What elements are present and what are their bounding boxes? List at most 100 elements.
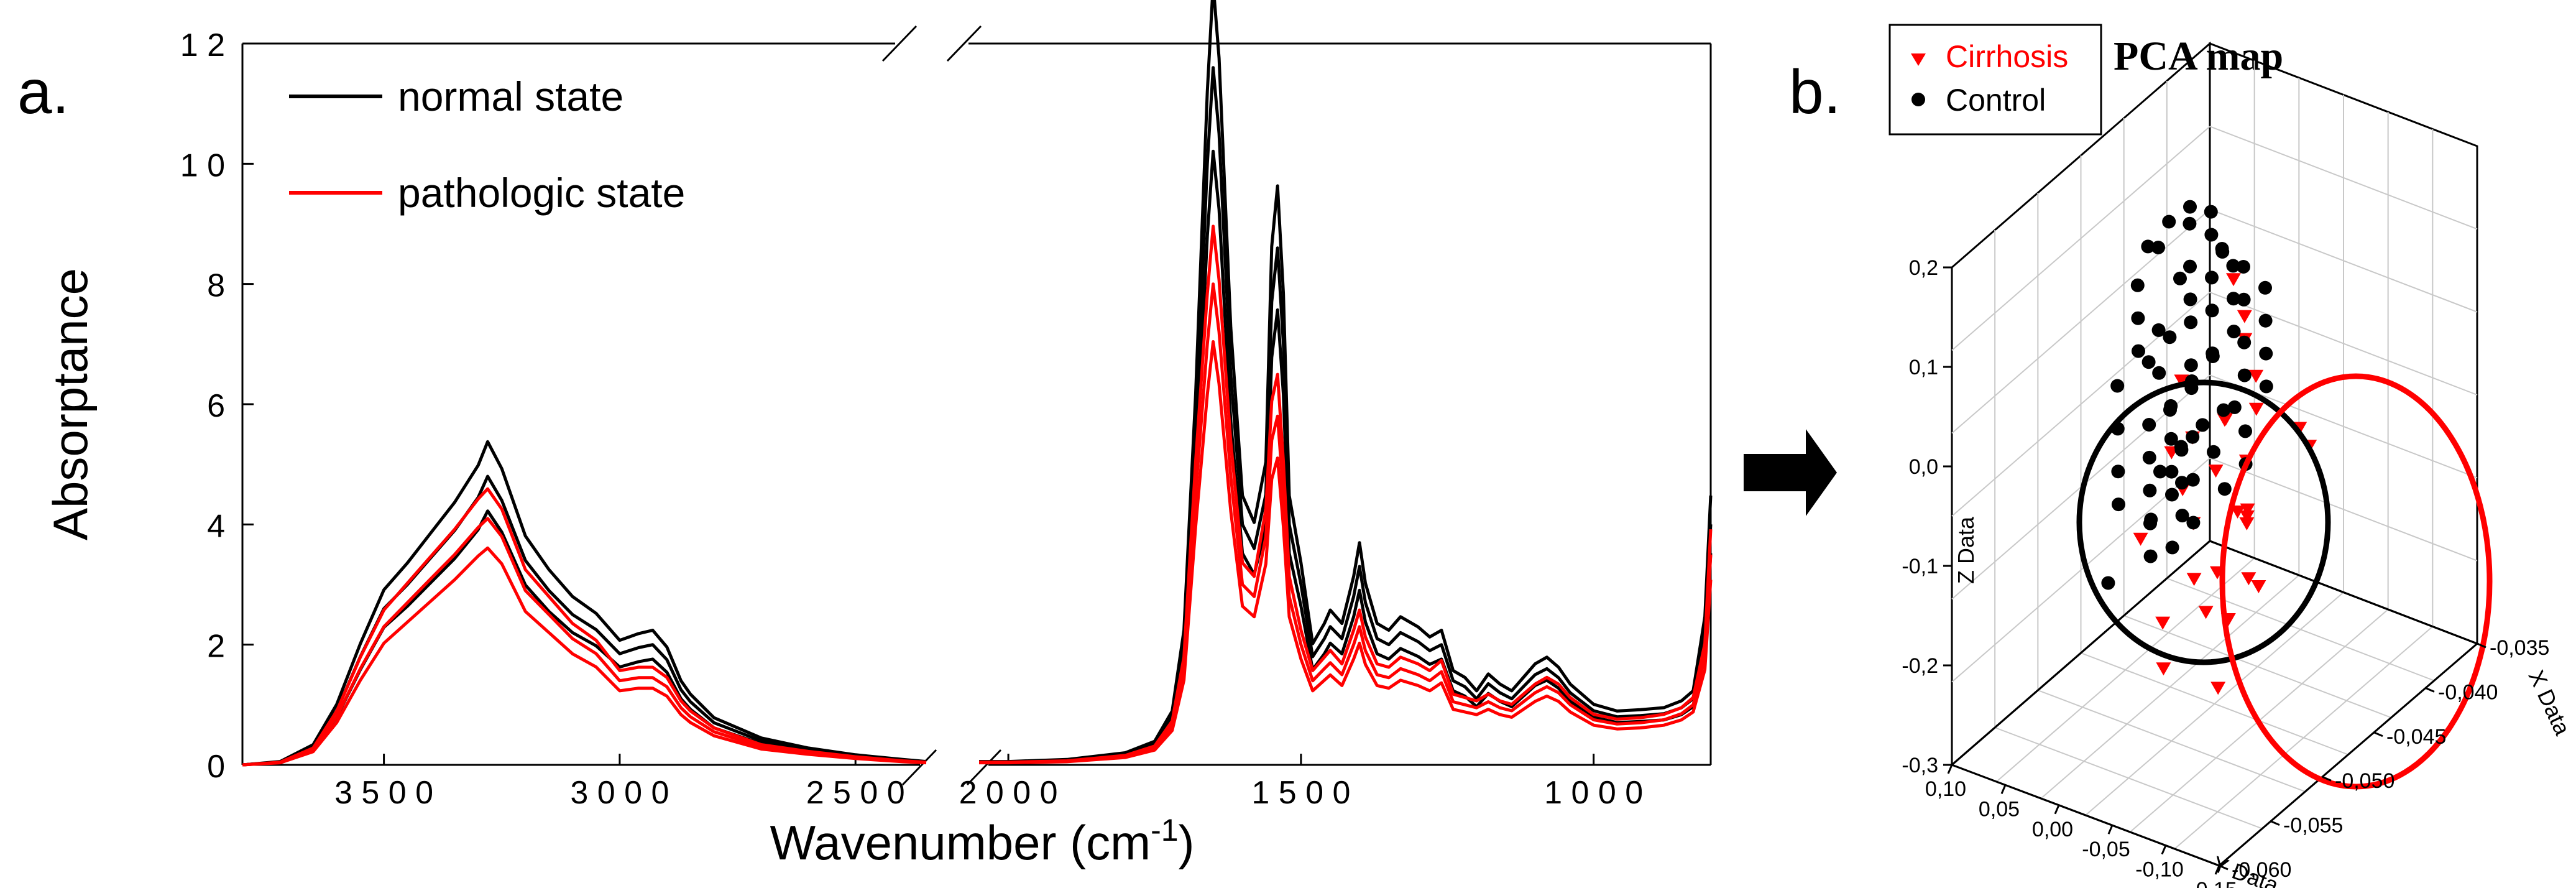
legend-label-pathologic: pathologic state [398, 170, 685, 216]
control-point [2165, 540, 2179, 555]
y-tick-label-3d: -0,05 [2082, 838, 2130, 861]
x-tick-label-3d: -0,055 [2283, 814, 2343, 838]
control-point [2164, 465, 2179, 479]
x-tick-label: 3 0 0 0 [570, 775, 669, 811]
control-point [2184, 358, 2198, 372]
control-point [2164, 399, 2178, 413]
legend-label-control: Control [1946, 83, 2046, 118]
control-point [2237, 335, 2252, 349]
y-tick-mark-3d [2161, 845, 2167, 855]
control-point [2142, 450, 2156, 465]
x-axis-title-close: ) [1179, 815, 1195, 870]
spectrum-line-normal [979, 149, 1713, 764]
control-point [2111, 465, 2125, 479]
x-tick-label: 2 5 0 0 [806, 775, 905, 811]
control-point [2237, 292, 2251, 307]
cirrhosis-point [2156, 662, 2171, 676]
y-tick-label: 1 2 [180, 27, 225, 63]
legend-label-cirrhosis: Cirrhosis [1946, 39, 2068, 74]
x-tick-label-3d: -0,045 [2386, 725, 2446, 749]
x-tick-label: 3 5 0 0 [334, 775, 433, 811]
y-tick-label: 4 [207, 508, 225, 544]
legend-label-normal: normal state [398, 73, 623, 119]
cirrhosis-point [2208, 465, 2224, 478]
control-point [2174, 443, 2189, 457]
panel-a-spectra-chart: a. 0 2 4 6 8 1 0 1 2 3 5 0 0 3 0 0 0 2 5 0 0 2 0 … [17, 0, 1713, 870]
spectrum-line-pathologic [979, 340, 1713, 765]
legend-b: Cirrhosis Control [1888, 24, 2102, 136]
y-tick-label: 2 [207, 629, 225, 665]
control-point [2175, 509, 2189, 523]
control-point [2206, 349, 2220, 363]
control-point [2101, 576, 2115, 590]
control-point [2196, 418, 2210, 432]
control-point [2226, 259, 2240, 273]
panel-a-label: a. [17, 57, 69, 127]
control-point [2227, 292, 2240, 306]
control-point [2186, 516, 2201, 530]
control-point [2207, 445, 2220, 459]
control-point [2217, 482, 2232, 496]
z-axis-title: Z Data [1953, 516, 1979, 584]
control-point [2173, 271, 2187, 285]
cirrhosis-point [2237, 310, 2252, 323]
cirrhosis-point [2241, 572, 2256, 586]
control-point [2142, 418, 2156, 432]
control-point [2175, 476, 2189, 490]
x-tick-mark-3d [2219, 864, 2229, 871]
x-tick-mark-3d [2322, 775, 2332, 782]
control-point [2183, 259, 2197, 274]
y-tick-mark-3d [2000, 784, 2007, 794]
control-confidence-ellipse [2076, 379, 2331, 665]
cirrhosis-confidence-ellipse [2219, 373, 2493, 790]
control-point [2110, 379, 2125, 393]
control-point [2205, 271, 2219, 285]
cirrhosis-point [2230, 505, 2245, 519]
legend-b-box [1888, 24, 2102, 136]
control-point [2151, 241, 2165, 254]
y-tick-mark-3d [1947, 764, 1953, 774]
control-point [2186, 430, 2200, 444]
spectrum-line-pathologic [242, 487, 927, 767]
right-arrow-icon [1744, 429, 1837, 516]
pca-grid-line [2209, 126, 2478, 230]
x-axis-title-3d: X Data [2523, 666, 2575, 739]
spectrum-line-normal [979, 66, 1713, 764]
control-point [2183, 292, 2197, 307]
control-point [2238, 424, 2252, 438]
control-point [2144, 512, 2158, 527]
control-point [2217, 403, 2230, 417]
y-tick-label-3d: 0,10 [1925, 777, 1966, 801]
panel-b-pca-chart: b. PCA map Cirrhosis Control 0,2 0,1 0,0 -0… [1789, 24, 2576, 888]
control-point [2259, 346, 2273, 361]
control-point [2227, 325, 2241, 339]
cirrhosis-point [2251, 580, 2266, 593]
control-point [2165, 488, 2179, 502]
x-tick-label-3d: -0,040 [2438, 680, 2498, 704]
pca-grid-line [2174, 626, 2433, 849]
x-tick-mark-3d [2477, 642, 2486, 649]
spectrum-line-pathologic [242, 546, 927, 767]
control-point [2215, 244, 2230, 259]
spectrum-line-normal [979, 0, 1713, 764]
cirrhosis-point [2248, 402, 2264, 416]
z-tick-label: -0,3 [1902, 754, 1938, 777]
control-point [2163, 330, 2177, 345]
x-tick-mark-3d [2373, 731, 2383, 738]
control-point [2259, 379, 2273, 394]
control-point [2237, 368, 2252, 382]
cirrhosis-point [2248, 369, 2264, 383]
y-tick-label-3d: -0,15 [2189, 878, 2237, 888]
x-tick-label-3d: -0,035 [2490, 636, 2549, 660]
x-tick-mark-3d [2270, 820, 2280, 826]
y-tick-mark-3d [2214, 865, 2220, 875]
control-point [2132, 344, 2145, 358]
control-point [2237, 260, 2250, 274]
spectrum-line-normal [242, 509, 927, 767]
control-point [2162, 215, 2176, 229]
legend-a: normal state pathologic state [289, 73, 685, 216]
y-tick-label: 6 [207, 388, 225, 424]
control-point [2205, 303, 2219, 318]
control-point [2151, 323, 2166, 337]
